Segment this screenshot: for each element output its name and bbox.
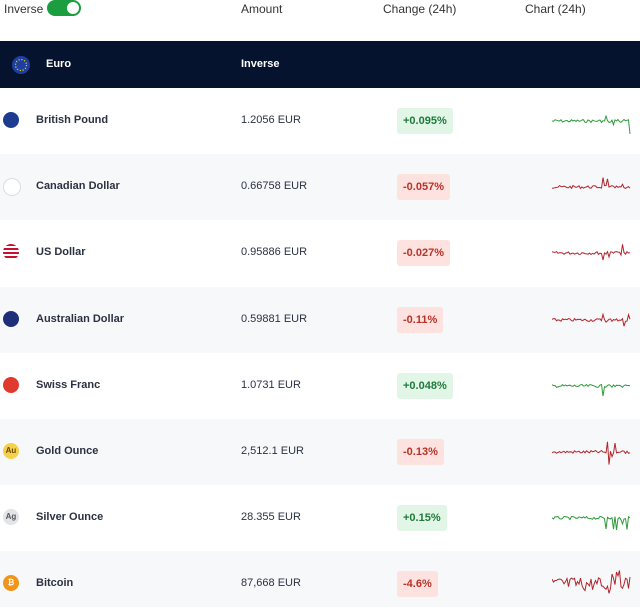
column-header: Amount <box>241 2 283 16</box>
eu-flag <box>12 56 30 74</box>
sparkline <box>552 177 631 190</box>
amount: 1.2056 EUR <box>241 114 301 126</box>
column-header: Chart (24h) <box>525 2 586 16</box>
currency-name: Silver Ounce <box>36 511 104 524</box>
sparkline <box>552 441 631 465</box>
sparkline-path <box>552 441 631 465</box>
sparkline <box>552 570 631 594</box>
change-badge: -0.057% <box>397 174 450 201</box>
currency-name: US Dollar <box>36 246 86 259</box>
amount: 28.355 EUR <box>241 511 301 524</box>
currency-name: Gold Ounce <box>36 445 99 457</box>
currency-icon: Au <box>3 443 19 459</box>
currency-row[interactable]: ₿ Bitcoin 87,668 EUR -4.6% <box>0 551 640 607</box>
amount: 0.59881 EUR <box>241 312 308 325</box>
sparkline-path <box>552 114 631 135</box>
change-badge: +0.095% <box>397 108 453 134</box>
sparkline-path <box>552 177 631 190</box>
currency-name: Canadian Dollar <box>36 180 120 193</box>
currency-row[interactable]: Au Gold Ounce 2,512.1 EUR -0.13% <box>0 419 640 485</box>
amount: 2,512.1 EUR <box>241 445 304 457</box>
sparkline-path <box>552 516 631 531</box>
currency-icon <box>3 178 21 197</box>
change-badge: -0.13% <box>397 439 444 465</box>
sparkline <box>552 516 631 531</box>
amount: 87,668 EUR <box>241 577 301 590</box>
currency-icon <box>3 310 19 327</box>
base-currency-bar: Euro Inverse <box>0 41 640 88</box>
amount: 1.0731 EUR <box>241 378 301 391</box>
sparkline <box>552 312 631 326</box>
sparkline <box>552 114 631 135</box>
currency-row[interactable]: Australian Dollar 0.59881 EUR -0.11% <box>0 286 640 353</box>
toggle-label: Inverse <box>4 2 44 16</box>
currency-name: British Pound <box>36 114 109 126</box>
sparkline-path <box>552 383 631 396</box>
currency-icon: Ag <box>3 509 19 526</box>
base-name: Euro <box>46 58 72 70</box>
change-badge: +0.15% <box>397 505 447 532</box>
inverse-toggle[interactable] <box>47 0 81 16</box>
currency-row[interactable]: Swiss Franc 1.0731 EUR +0.048% <box>0 353 640 419</box>
base-mode: Inverse <box>241 58 280 70</box>
amount: 0.66758 EUR <box>241 180 308 193</box>
amount: 0.95886 EUR <box>241 246 308 259</box>
sparkline <box>552 383 631 396</box>
currency-name: Swiss Franc <box>36 378 101 391</box>
sparkline-path <box>552 312 631 326</box>
currency-row[interactable]: US Dollar 0.95886 EUR -0.027% <box>0 220 640 286</box>
change-badge: -0.11% <box>397 306 444 333</box>
header: Inverse Amount Change (24h) Chart (24h) <box>0 0 640 41</box>
currency-icon <box>3 244 19 261</box>
currency-name: Bitcoin <box>36 577 74 590</box>
currency-row[interactable]: Ag Silver Ounce 28.355 EUR +0.15% <box>0 485 640 551</box>
change-badge: -0.027% <box>397 240 450 267</box>
sparkline-path <box>552 244 631 261</box>
currency-name: Australian Dollar <box>36 312 125 325</box>
column-header: Change (24h) <box>383 2 457 16</box>
sparkline <box>552 244 631 261</box>
sparkline-path <box>552 570 631 594</box>
currency-icon <box>3 112 19 128</box>
change-badge: +0.048% <box>397 372 453 399</box>
currency-row[interactable]: Canadian Dollar 0.66758 EUR -0.057% <box>0 154 640 221</box>
currency-icon <box>3 376 19 393</box>
change-badge: -4.6% <box>397 571 438 598</box>
currency-row[interactable]: British Pound 1.2056 EUR +0.095% <box>0 88 640 154</box>
currency-icon: ₿ <box>3 575 19 592</box>
